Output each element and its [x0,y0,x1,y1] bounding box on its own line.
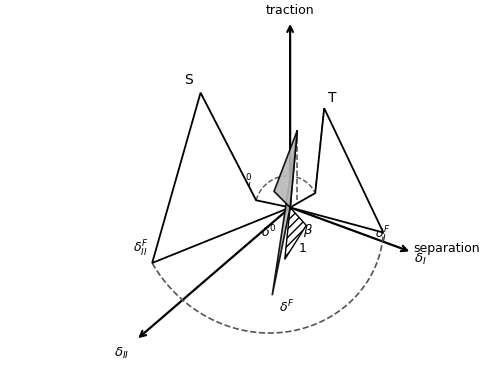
Polygon shape [152,93,290,263]
Text: 1: 1 [298,242,306,255]
Text: $\delta_{II}^0$: $\delta_{II}^0$ [237,173,252,193]
Text: $\delta_I^0$: $\delta_I^0$ [319,169,334,189]
Text: $\beta$: $\beta$ [302,222,312,239]
Text: separation: separation [414,242,480,255]
Text: S: S [184,73,194,87]
Polygon shape [285,207,306,260]
Text: traction: traction [266,4,314,17]
Polygon shape [274,130,297,207]
Polygon shape [272,130,297,295]
Polygon shape [290,108,384,233]
Text: $\delta^F$: $\delta^F$ [280,299,295,315]
Text: $\delta_I$: $\delta_I$ [414,252,426,267]
Text: $\delta_I^F$: $\delta_I^F$ [376,225,391,246]
Text: $\delta_{II}^F$: $\delta_{II}^F$ [133,239,148,260]
Text: $\delta_{II}$: $\delta_{II}$ [114,345,130,361]
Text: T: T [328,91,336,105]
Text: $\delta^0$: $\delta^0$ [262,224,277,240]
